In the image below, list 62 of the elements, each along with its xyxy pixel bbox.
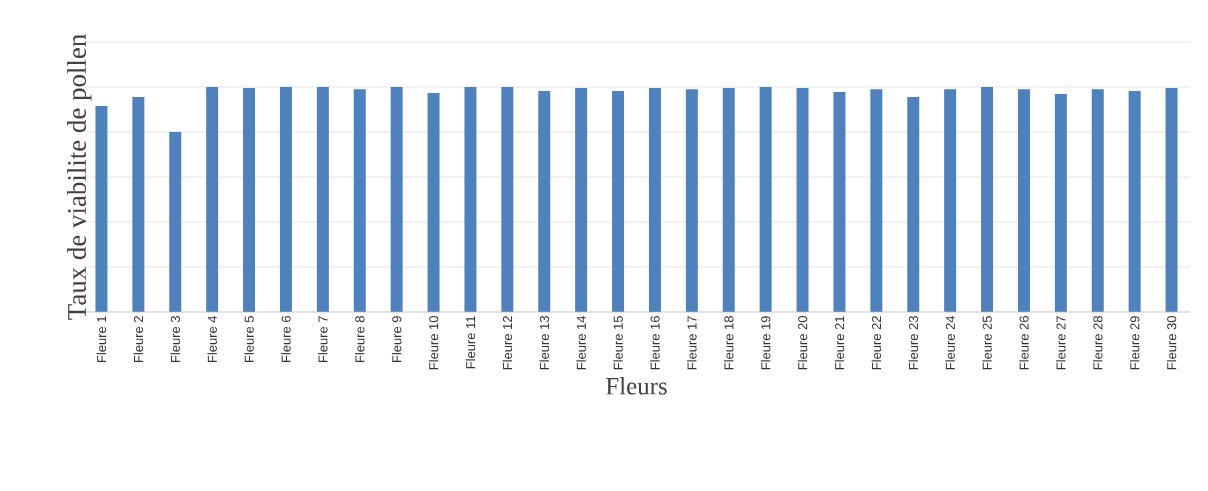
x-tick-label: Fleure 22 — [871, 316, 882, 370]
bar — [427, 93, 440, 312]
x-tick-label: Fleure 24 — [945, 315, 955, 370]
x-tick-label: Fleure 28 — [1092, 316, 1103, 370]
x-tick-label: Fleure 16 — [650, 316, 660, 370]
bar — [722, 87, 735, 312]
x-axis-title: Fleurs — [606, 377, 667, 395]
bar — [1165, 87, 1178, 312]
x-tick-label: Fleure 23 — [908, 316, 918, 370]
bar — [612, 91, 625, 312]
x-tick-label: Fleure 13 — [539, 316, 549, 370]
x-tick-label: Fleure 10 — [428, 316, 439, 370]
bar — [132, 97, 145, 312]
bar — [796, 87, 809, 312]
x-tick-label: Fleure 21 — [834, 316, 845, 370]
bar — [206, 87, 219, 312]
bar — [907, 97, 920, 312]
x-tick-label: Fleure 30 — [1166, 316, 1177, 370]
bar — [870, 89, 883, 312]
x-tick-label: Fleure 3 — [170, 316, 180, 362]
bar — [390, 87, 403, 312]
y-axis-title: Taux de viabilite de pollen — [67, 34, 92, 320]
bar — [981, 87, 994, 312]
x-tick-label: Fleure 6 — [281, 316, 291, 362]
x-tick-label: Fleure 14 — [576, 315, 586, 370]
x-tick-label: Fleure 18 — [723, 316, 734, 370]
bar — [944, 89, 957, 312]
bar — [243, 87, 256, 312]
bar — [759, 87, 772, 312]
bar — [1091, 89, 1104, 312]
x-tick-label: Fleure 27 — [1056, 316, 1066, 370]
bar — [648, 87, 661, 312]
x-tick-label: Fleure 7 — [318, 316, 328, 362]
x-tick-label: Fleure 15 — [613, 316, 623, 370]
bar — [353, 89, 366, 312]
bar — [685, 89, 698, 312]
bar — [95, 106, 108, 312]
x-tick-label: Fleure 1 — [96, 316, 107, 362]
bar — [501, 87, 514, 312]
bar — [1054, 93, 1067, 312]
x-tick-label: Fleure 11 — [465, 316, 476, 369]
x-tick-label: Fleure 2 — [133, 316, 144, 362]
x-tick-label: Fleure 9 — [391, 316, 402, 362]
x-tick-label: Fleure 19 — [760, 316, 771, 370]
bar — [279, 87, 292, 312]
x-tick-label: Fleure 12 — [502, 316, 513, 370]
bar — [464, 87, 477, 312]
x-tick-label: Fleure 26 — [1019, 316, 1029, 370]
bar — [538, 91, 551, 312]
x-tick-label: Fleure 17 — [687, 316, 697, 370]
bar — [575, 87, 588, 312]
bar — [316, 87, 329, 312]
bar — [833, 91, 846, 312]
x-tick-label: Fleure 4 — [207, 315, 217, 362]
x-tick-label: Fleure 25 — [982, 316, 992, 370]
bar — [1017, 89, 1030, 312]
x-tick-label: Fleure 5 — [244, 316, 254, 362]
x-tick-label: Fleure 29 — [1129, 316, 1140, 370]
bar — [1128, 91, 1141, 312]
x-tick-label: Fleure 8 — [354, 316, 365, 362]
x-tick-label: Fleure 20 — [797, 316, 808, 370]
bar — [169, 132, 182, 312]
